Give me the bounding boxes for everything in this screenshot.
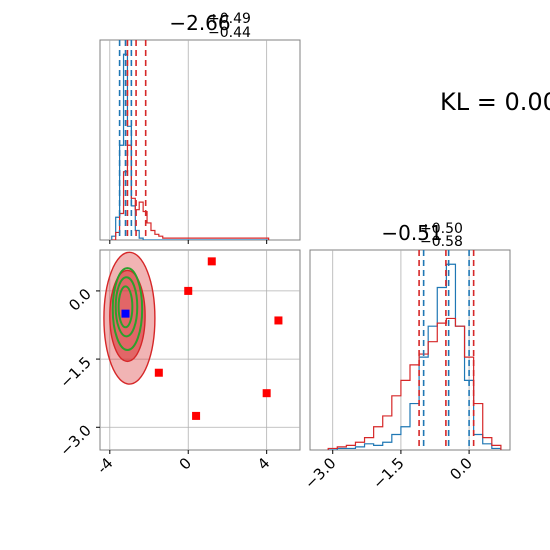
marginal-x-title-minus: −0.44 [208,25,251,41]
marginal-x-panel: −2.66 +0.49 −0.44 [99,11,301,244]
joint-x-tick-label: 4 [254,454,273,473]
marginal-x-title: −2.66 [169,11,230,35]
joint-red-marker [184,286,193,295]
joint-red-marker [207,257,216,266]
marginal-x-title-plus: +0.49 [208,11,251,27]
joint-red-marker [154,368,163,377]
marginal-y-title-minus: −0.58 [420,234,463,250]
marginal-y-tick-label: −3.0 [301,454,339,492]
joint-blue-marker [121,309,130,318]
marginal-y-title-plus: +0.50 [420,221,463,237]
joint-red-marker [192,411,201,420]
marginal-y-tick-label: 0.0 [446,454,476,484]
marginal-y-panel: −3.0 −1.5 0.0 −0.51 +0.50 −0.58 [301,221,511,493]
joint-contour-green [114,276,139,338]
marginal-x-frame [99,39,301,241]
joint-x-tick-label: 0 [176,454,195,473]
kl-annotation: KL = 0.00 [440,88,550,116]
joint-contour-green [111,267,144,352]
marginal-x-red-series [111,144,270,240]
joint-contour-green [117,285,134,329]
joint-y-tick-label: 0.0 [65,285,95,315]
joint-y-tick-label: −3.0 [56,421,94,459]
joint-panel: -4 0 4 −3.0 −1.5 0.0 [56,249,301,477]
joint-red-marker [274,316,283,325]
joint-red-marker [262,389,271,398]
joint-x-tick-label: -4 [93,454,116,477]
marginal-y-title: −0.51 [381,221,442,245]
marginal-y-tick-label: −1.5 [369,454,407,492]
joint-y-tick-label: −1.5 [56,353,94,391]
